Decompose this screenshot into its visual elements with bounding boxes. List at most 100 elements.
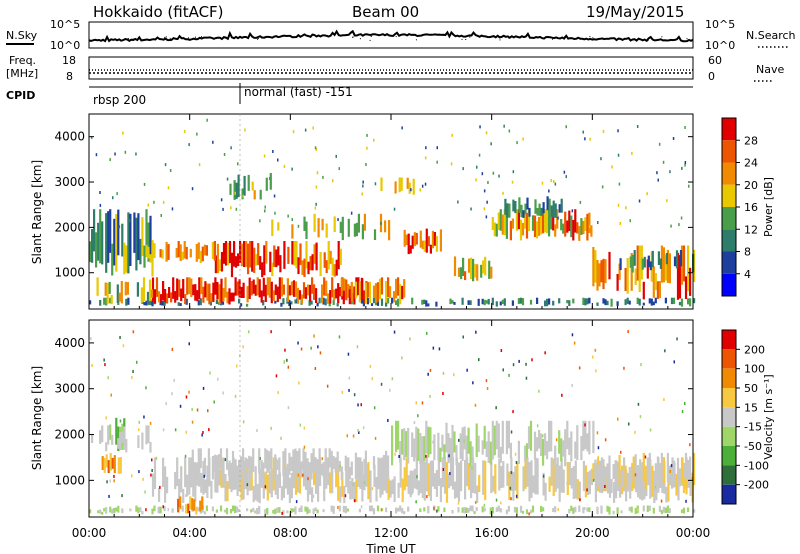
velocity-echo: [113, 479, 115, 483]
power-echo: [242, 282, 245, 298]
velocity-echo: [474, 403, 477, 407]
power-echo: [237, 174, 240, 198]
power-echo: [160, 214, 162, 217]
power-echo: [376, 282, 380, 303]
power-echo: [508, 203, 511, 218]
power-echo: [183, 241, 186, 259]
velocity-echo: [204, 479, 207, 494]
power-echo: [163, 299, 166, 306]
power-echo: [633, 250, 636, 266]
power-echo: [150, 289, 154, 298]
velocity-echo: [628, 422, 630, 426]
velocity-echo: [348, 376, 351, 380]
power-echo: [491, 217, 494, 230]
power-echo: [260, 290, 263, 303]
power-echo: [672, 297, 676, 304]
power-echo: [259, 256, 262, 270]
colorbar-tick: 16: [744, 201, 758, 214]
velocity-echo: [608, 481, 612, 498]
velocity-echo: [431, 460, 434, 487]
velocity-echo: [449, 457, 453, 487]
velocity-echo: [242, 345, 244, 349]
velocity-echo: [211, 506, 214, 512]
power-echo: [600, 260, 603, 283]
velocity-echo: [417, 428, 420, 461]
power-echo: [331, 277, 334, 298]
velocity-echo: [377, 457, 380, 490]
velocity-echo: [594, 463, 597, 503]
velocity-echo: [548, 420, 551, 452]
power-echo: [435, 301, 438, 307]
velocity-echo: [655, 465, 658, 501]
velocity-echo: [578, 505, 581, 512]
velocity-echo: [213, 454, 216, 472]
noise-search-dots: [101, 36, 688, 41]
power-echo: [181, 251, 184, 260]
velocity-echo: [632, 456, 635, 489]
velocity-echo: [199, 448, 202, 469]
power-echo: [534, 199, 537, 214]
velocity-echo: [425, 457, 428, 492]
power-echo: [651, 250, 654, 268]
power-echo: [153, 289, 157, 304]
velocity-echo: [421, 401, 424, 405]
velocity-echo: [113, 474, 115, 478]
velocity-echo: [542, 507, 545, 512]
velocity-echo: [109, 506, 112, 513]
velocity-echo: [405, 457, 408, 487]
power-echo: [566, 220, 569, 233]
noise-panel: N.Sky 10^5 10^0 10^5 10^0 N.Search: [6, 18, 796, 52]
velocity-echo: [626, 472, 629, 492]
power-echo: [626, 258, 629, 294]
velocity-echo: [595, 369, 597, 373]
velocity-echo: [283, 360, 286, 364]
velocity-echo: [149, 442, 152, 453]
velocity-echo: [278, 472, 281, 488]
velocity-echo: [316, 509, 319, 514]
power-echo: [220, 278, 223, 303]
power-echo: [656, 171, 658, 175]
velocity-echo: [313, 334, 315, 338]
velocity-echo: [662, 506, 665, 513]
power-echo: [670, 297, 674, 305]
velocity-echo: [218, 470, 221, 486]
power-echo: [258, 279, 261, 298]
power-echo: [652, 266, 655, 298]
power-echo: [210, 293, 213, 302]
nsearch-dot: [499, 39, 501, 41]
velocity-echo: [297, 341, 299, 345]
nsearch-dot: [564, 36, 566, 37]
power-echo: [353, 223, 356, 237]
velocity-echo: [260, 460, 263, 488]
power-echo: [247, 174, 250, 191]
velocity-echo: [442, 468, 445, 471]
velocity-echo: [596, 431, 599, 435]
velocity-echo: [432, 440, 434, 444]
power-echo: [525, 212, 529, 239]
velocity-echo: [206, 465, 209, 498]
velocity-echo: [200, 472, 203, 493]
power-echo: [142, 277, 146, 301]
power-echo: [268, 277, 271, 298]
colorbar-swatch: [722, 368, 736, 388]
velocity-echo: [548, 476, 551, 492]
power-echo: [664, 297, 667, 304]
velocity-echo: [403, 511, 406, 515]
velocity-echo: [123, 426, 126, 450]
power-echo: [290, 301, 293, 305]
power-echo: [590, 225, 593, 237]
power-echo: [161, 300, 164, 306]
velocity-echo: [314, 507, 317, 512]
velocity-echo: [167, 508, 169, 512]
velocity-echo: [518, 359, 520, 363]
nsearch-dot: [592, 37, 594, 39]
velocity-echo: [174, 428, 177, 432]
power-echo: [235, 256, 238, 268]
power-echo: [687, 298, 690, 305]
velocity-echo: [346, 434, 348, 438]
power-echo: [439, 229, 442, 252]
power-echo: [516, 141, 518, 145]
power-echo: [588, 225, 591, 229]
